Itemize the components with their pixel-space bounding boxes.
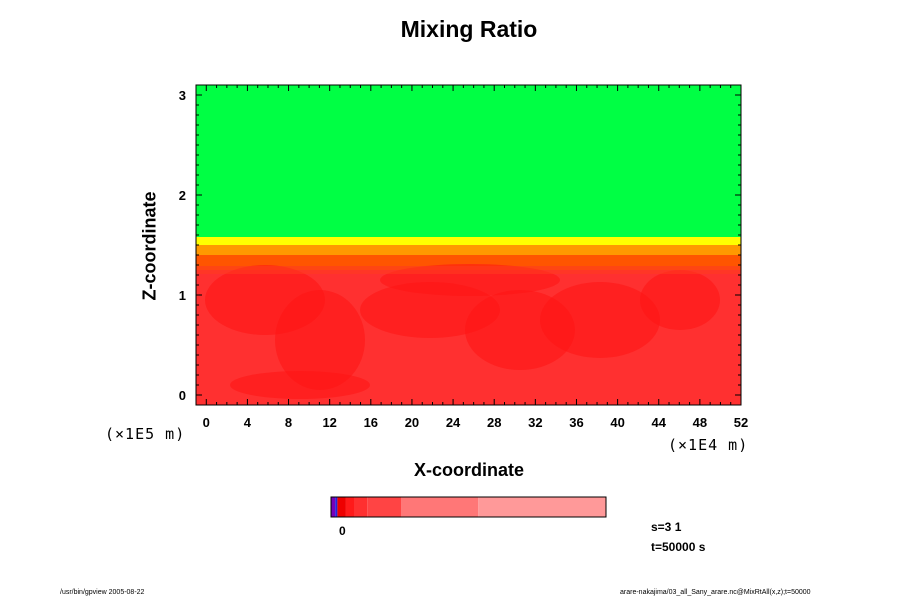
- x-tick-label: 36: [569, 415, 583, 430]
- x-tick-label: 12: [322, 415, 336, 430]
- x-tick-label: 32: [528, 415, 542, 430]
- x-axis-label: X-coordinate: [413, 460, 524, 480]
- heatmap-layer-0: [196, 85, 741, 237]
- x-tick-label: 8: [285, 415, 292, 430]
- x-tick-label: 16: [364, 415, 378, 430]
- footer-right-text: arare-nakajima/03_all_Sany_arare.nc@MixR…: [620, 589, 811, 596]
- colorbar-segment-5: [367, 497, 402, 517]
- colorbar-segment-6: [401, 497, 479, 517]
- colorbar-segment-1: [335, 497, 338, 517]
- y-axis-unit: (×1E5 m): [105, 425, 186, 443]
- colorbar-zero-label: 0: [339, 524, 346, 538]
- y-tick-label: 0: [179, 388, 186, 403]
- colorbar-segment-4: [354, 497, 368, 517]
- heatmap-eddy-2: [360, 282, 500, 338]
- chart-title: Mixing Ratio: [400, 16, 538, 42]
- x-tick-label: 48: [693, 415, 707, 430]
- heatmap-eddy-4: [540, 282, 660, 358]
- footer-left-text: /usr/bin/gpview 2005-08-22: [60, 589, 145, 596]
- x-tick-label: 0: [203, 415, 210, 430]
- info-time-value: t=50000 s: [651, 540, 706, 554]
- heatmap-layer-2: [196, 245, 741, 255]
- colorbar-segment-3: [345, 497, 355, 517]
- colorbar-frame: [330, 496, 607, 518]
- y-tick-label: 2: [179, 188, 186, 203]
- x-tick-label: 4: [244, 415, 252, 430]
- x-tick-label: 44: [652, 415, 667, 430]
- heatmap-eddy-5: [640, 270, 720, 330]
- heatmap-eddy-1: [275, 290, 365, 390]
- heatmap-layer-1: [196, 237, 741, 245]
- x-tick-label: 40: [610, 415, 624, 430]
- colorbar-segment-0: [331, 497, 336, 517]
- y-tick-label: 3: [179, 88, 186, 103]
- x-tick-label: 24: [446, 415, 461, 430]
- x-tick-label: 20: [405, 415, 419, 430]
- x-axis-unit: (×1E4 m): [668, 436, 749, 454]
- x-tick-label: 52: [734, 415, 748, 430]
- heatmap-mixing-band: [196, 266, 741, 274]
- y-axis-label: Z-coordinate: [139, 191, 160, 301]
- heatmap-eddy-6: [230, 371, 370, 399]
- colorbar-segment-2: [337, 497, 346, 517]
- y-tick-label: 1: [179, 288, 186, 303]
- info-s-value: s=3 1: [651, 520, 682, 534]
- colorbar-segment-7: [478, 497, 606, 517]
- x-tick-label: 28: [487, 415, 501, 430]
